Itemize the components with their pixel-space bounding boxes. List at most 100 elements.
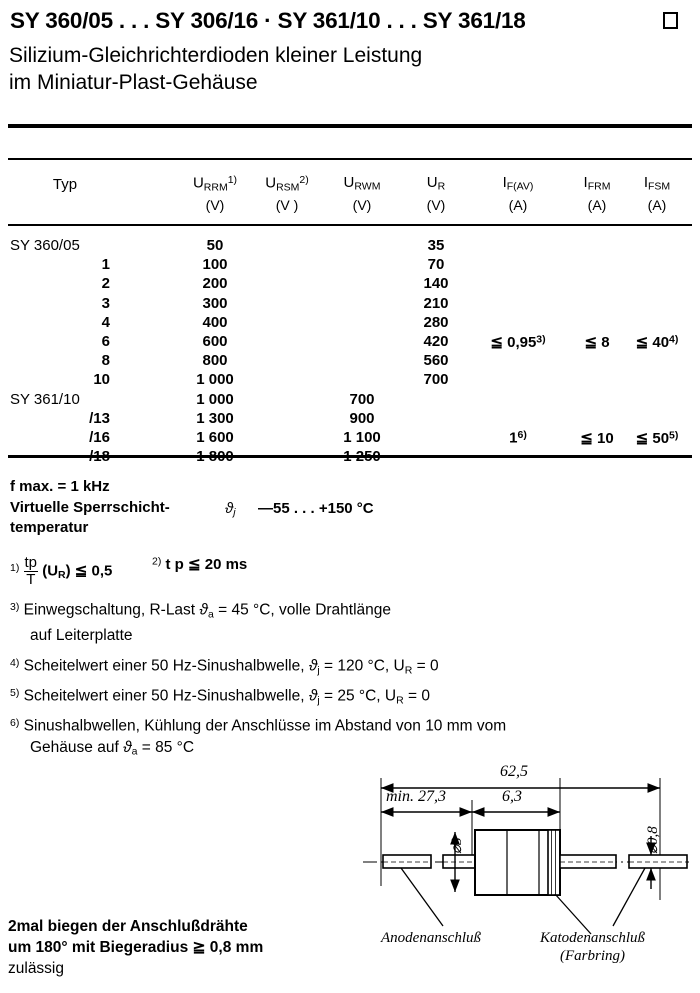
cell-ur: 420 — [423, 333, 449, 350]
cell-urrm: 200 — [202, 275, 228, 293]
rule-table-bottom — [8, 455, 692, 458]
footnote-1-fraction: tp T — [23, 554, 39, 588]
cell-type-variant: /18 — [89, 448, 110, 466]
cell-type-variant: 8 — [101, 352, 110, 370]
cell-type-variant: 3 — [101, 294, 110, 312]
footnote-1: 1) tp T (UR) ≦ 0,5 — [10, 554, 113, 588]
col-unit-ifrm: (A) — [587, 197, 607, 213]
col-header-ursm: URSM2) — [265, 174, 309, 194]
footnote-6-line-2: Gehäuse auf ϑa = 85 °C — [30, 738, 195, 758]
anode-lead-far — [382, 854, 432, 869]
label-cathode-colorring: (Farbring) — [560, 948, 625, 964]
cell-type-variant: 1 — [101, 256, 110, 274]
cell-ur: 560 — [423, 352, 449, 370]
cell-urrm: 1 000 — [196, 390, 234, 408]
col-header-urwm: URWM — [343, 174, 381, 193]
col-unit-urwm: (V) — [352, 197, 372, 213]
cell-urwm: 1 100 — [343, 429, 381, 446]
label-cathode-terminal: Katodenanschluß — [540, 930, 645, 946]
cell-ifrm: ≦ 8 — [584, 334, 610, 351]
cell-urwm: 1 250 — [343, 448, 381, 466]
cell-ifsm: ≦ 404) — [635, 333, 679, 351]
cell-type-variant: 4 — [101, 313, 110, 331]
cathode-lead-near — [559, 854, 617, 869]
bend-note-line-2: um 180° mit Biegeradius ≧ 0,8 mm — [8, 939, 264, 956]
cell-ur: 35 — [427, 237, 445, 254]
cell-type-name: SY 360/05 — [10, 237, 80, 254]
cell-urrm: 1 300 — [196, 409, 234, 427]
spec-temp-label-2: temperatur — [10, 519, 89, 536]
col-unit-ur: (V) — [426, 197, 446, 213]
rule-table-header — [8, 224, 692, 226]
page-subtitle: Silizium-Gleichrichterdioden kleiner Lei… — [9, 42, 669, 96]
leader-lines — [400, 867, 646, 935]
cell-urwm: 900 — [349, 409, 375, 427]
dim-label-lead-length: min. 27,3 — [386, 788, 446, 805]
bend-note-line-1: 2mal biegen der Anschlußdrähte — [8, 918, 248, 935]
cathode-color-band — [547, 829, 561, 896]
spec-fmax: f max. = 1 kHz — [10, 478, 110, 495]
cell-ur: 210 — [423, 294, 449, 312]
footnote-3-line-2: auf Leiterplatte — [30, 627, 133, 645]
bend-note-line-3: zulässig — [8, 960, 64, 977]
cell-ur: 70 — [427, 256, 445, 274]
subtitle-line-1: Silizium-Gleichrichterdioden kleiner Lei… — [9, 44, 423, 67]
label-anode-terminal: Anodenanschluß — [381, 930, 481, 946]
diode-body — [474, 829, 561, 896]
dim-label-total-length: 62,5 — [500, 763, 528, 780]
cell-type-variant: 2 — [101, 275, 110, 293]
cell-urrm: 100 — [202, 256, 228, 274]
spec-temp-symbol: ϑj — [225, 500, 236, 519]
cell-ifsm: ≦ 505) — [635, 429, 679, 447]
cathode-lead-far — [628, 854, 688, 869]
cell-urrm: 1 800 — [196, 448, 234, 466]
footnote-6: 6) Sinushalbwellen, Kühlung der Anschlüs… — [10, 713, 690, 762]
cell-urrm: 600 — [202, 333, 228, 350]
cell-type-name: SY 361/10 — [10, 390, 80, 408]
cell-type-variant: 10 — [93, 371, 110, 389]
spec-temp-value: —55 . . . +150 °C — [258, 500, 374, 517]
col-header-typ: Typ — [52, 176, 78, 193]
cell-ifav: ≦ 0,953) — [490, 333, 546, 351]
cell-urrm: 800 — [202, 352, 228, 370]
spec-temp-label-1: Virtuelle Sperrschicht- — [10, 499, 170, 516]
cell-type-variant: /16 — [89, 429, 110, 446]
package-drawing-svg — [363, 778, 692, 935]
cell-urrm: 400 — [202, 313, 228, 331]
package-outline-drawing: 62,5 min. 27,3 6,3 ⌀3 ⌀0,8 Anodenanschlu… — [355, 758, 700, 988]
cell-urrm: 50 — [206, 237, 224, 254]
cell-urwm: 700 — [349, 390, 375, 408]
cell-urrm: 1 600 — [196, 429, 234, 446]
cell-ifrm: ≦ 10 — [580, 430, 614, 447]
col-unit-ursm: (V ) — [275, 197, 299, 213]
dim-label-wire-diameter: ⌀0,8 — [645, 826, 661, 854]
cell-urrm: 300 — [202, 294, 228, 312]
footnote-2: 2) t p ≦ 20 ms — [152, 555, 248, 573]
square-outline-icon — [663, 12, 678, 29]
footnote-4: 4) Scheitelwert einer 50 Hz-Sinushalbwel… — [10, 657, 439, 677]
col-header-ur: UR — [426, 174, 446, 193]
dim-label-body-diameter: ⌀3 — [449, 837, 465, 854]
col-unit-ifsm: (A) — [647, 197, 667, 213]
cell-ur: 140 — [423, 275, 449, 293]
rule-table-top — [8, 158, 692, 160]
footnote-5: 5) Scheitelwert einer 50 Hz-Sinushalbwel… — [10, 687, 431, 707]
cell-ifav: 16) — [509, 429, 527, 447]
rule-top — [8, 124, 692, 128]
cell-type-variant: 6 — [101, 333, 110, 350]
page-title: SY 360/05 . . . SY 306/16 · SY 361/10 . … — [10, 8, 526, 33]
col-header-ifav: IF(AV) — [502, 174, 534, 193]
col-header-ifrm: IFRM — [583, 174, 611, 193]
bend-note: 2mal biegen der Anschlußdrähte um 180° m… — [8, 916, 338, 979]
cell-ur: 700 — [423, 371, 449, 389]
footnote-3: 3) Einwegschaltung, R-Last ϑa = 45 °C, v… — [10, 601, 392, 645]
subtitle-line-2: im Miniatur-Plast-Gehäuse — [9, 71, 258, 94]
cell-urrm: 1 000 — [196, 371, 234, 389]
col-header-urrm: URRM1) — [192, 174, 238, 194]
dim-label-body-length: 6,3 — [502, 788, 522, 805]
col-unit-urrm: (V) — [205, 197, 225, 213]
cell-ur: 280 — [423, 313, 449, 331]
cell-type-variant: /13 — [89, 409, 110, 427]
col-unit-ifav: (A) — [508, 197, 528, 213]
